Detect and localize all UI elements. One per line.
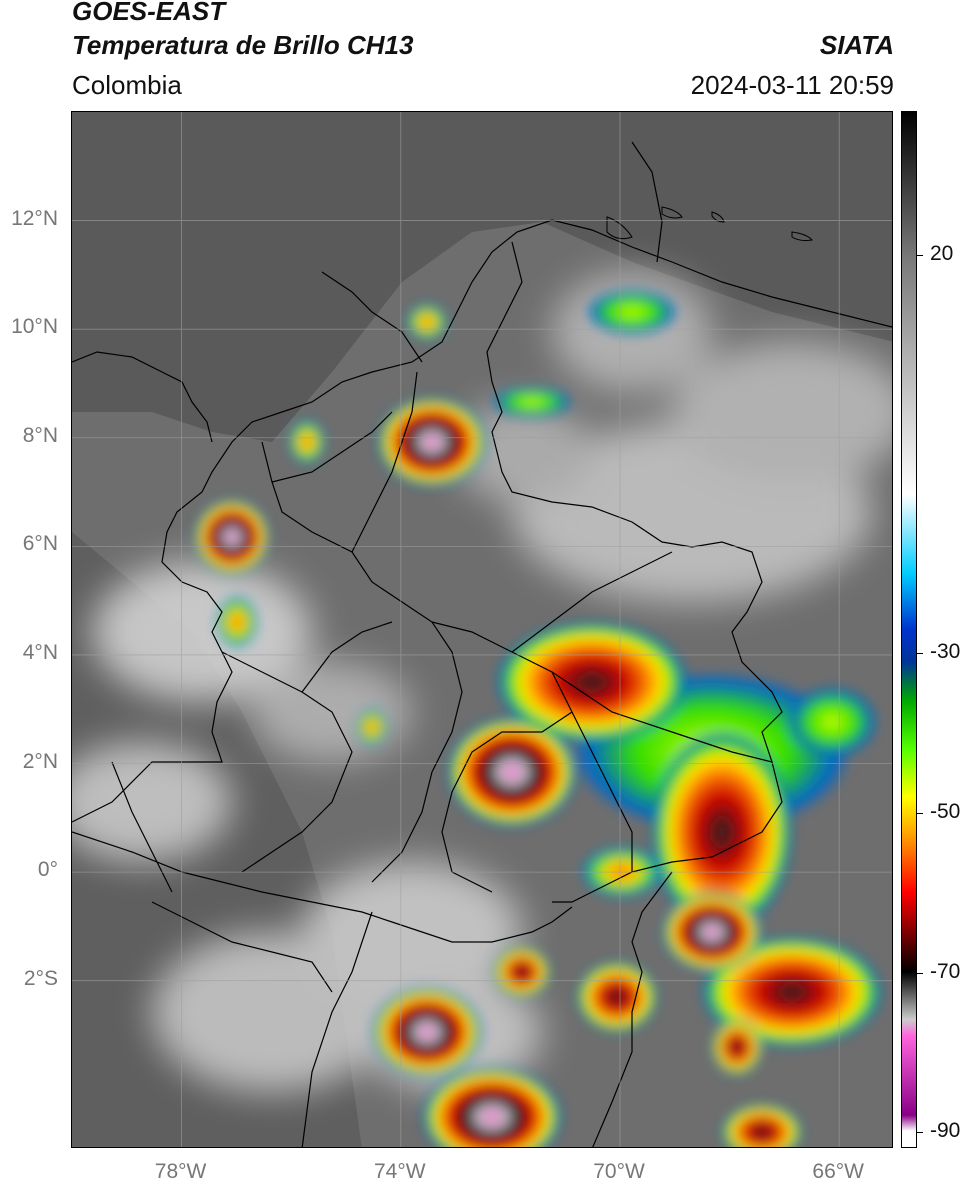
colorbar-tick	[917, 1132, 923, 1134]
satellite-map[interactable]	[71, 111, 893, 1148]
colorbar-tick	[917, 653, 923, 655]
map-gridlines	[72, 112, 892, 1147]
lon-label-66w: 66°W	[812, 1160, 864, 1183]
colorbar-label-minus70: -70	[930, 959, 961, 983]
map-canvas	[72, 112, 892, 1147]
timestamp-label: 2024-03-11 20:59	[690, 70, 894, 100]
lon-label-74w: 74°W	[374, 1160, 426, 1183]
lon-label-78w: 78°W	[154, 1160, 207, 1183]
product-title: Temperatura de Brillo CH13	[72, 30, 414, 60]
colorbar-label-minus90: -90	[930, 1119, 961, 1143]
colorbar-label-minus30: -30	[930, 640, 961, 664]
lat-label-10n: 10°N	[11, 315, 58, 339]
lat-label-8n: 8°N	[22, 423, 58, 447]
lat-label-0: 0°	[37, 858, 58, 882]
lat-label-2s: 2°S	[23, 966, 58, 990]
lat-label-4n: 4°N	[22, 640, 58, 664]
lat-label-6n: 6°N	[22, 532, 58, 556]
colorbar-label-20: 20	[930, 241, 954, 265]
colorbar-tick	[917, 972, 923, 974]
lat-label-12n: 12°N	[11, 206, 58, 230]
lat-label-2n: 2°N	[22, 749, 58, 773]
lon-label-70w: 70°W	[593, 1160, 645, 1183]
agency-label: SIATA	[819, 30, 894, 60]
temperature-colorbar	[901, 111, 917, 1148]
region-label: Colombia	[72, 70, 182, 100]
satellite-title: GOES-EAST	[72, 0, 226, 26]
colorbar-tick	[917, 812, 923, 814]
colorbar-tick	[917, 254, 923, 256]
colorbar-label-minus50: -50	[930, 799, 961, 823]
